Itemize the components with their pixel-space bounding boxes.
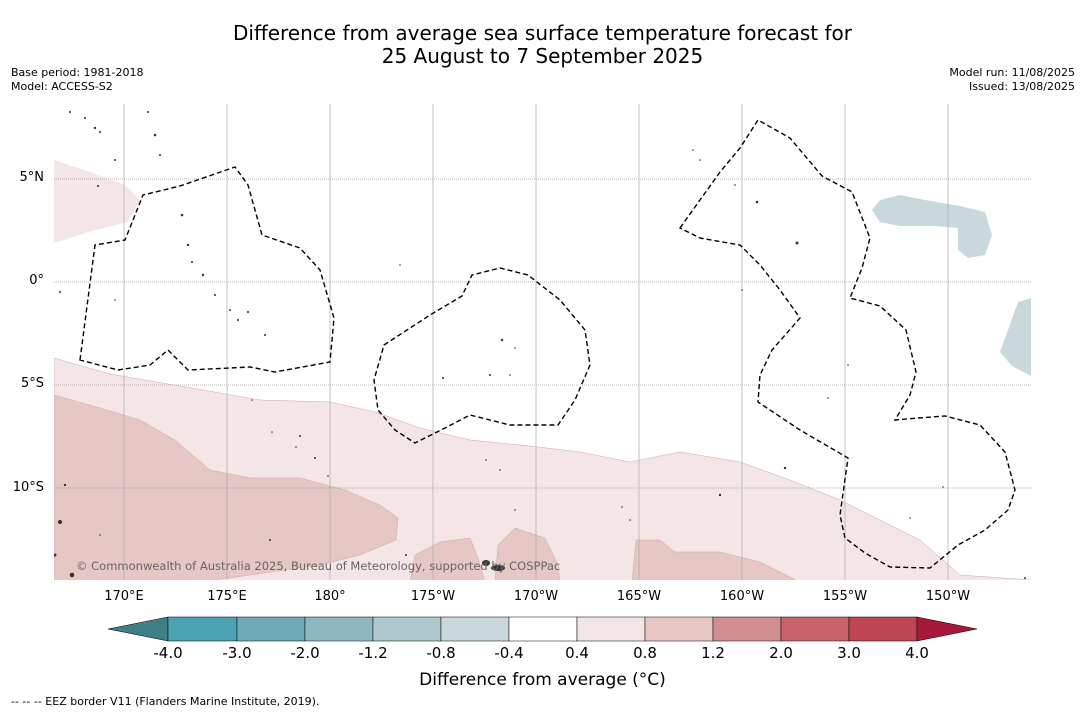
cool-anomaly-north-east: [872, 195, 992, 258]
islands: [54, 111, 1026, 579]
colorbar: [107, 616, 978, 642]
map-area: © Commonwealth of Australia 2025, Bureau…: [54, 104, 1031, 580]
lon-label-165w: 165°W: [616, 589, 662, 604]
base-period: Base period: 1981-2018: [11, 66, 144, 79]
lon-label-180: 180°: [314, 589, 346, 604]
issued-date: Issued: 13/08/2025: [968, 80, 1075, 93]
eez-kiribati-gilbert: [79, 166, 335, 373]
colorbar-bin-7: [576, 616, 646, 642]
colorbar-tick: 1.2: [701, 644, 725, 662]
colorbar-bin-11: [848, 616, 918, 642]
colorbar-high-extend: [916, 616, 978, 642]
title-line-1: Difference from average sea surface temp…: [232, 21, 852, 45]
colorbar-bin-9: [712, 616, 782, 642]
colorbar-bin-6: [508, 616, 578, 642]
eez-kiribati-phoenix: [373, 267, 591, 444]
meridians: [123, 104, 949, 580]
colorbar-tick: -2.0: [290, 644, 320, 662]
colorbar-tick: -3.0: [222, 644, 252, 662]
lon-label-160w: 160°W: [719, 589, 765, 604]
anomaly-region-south-east: [631, 539, 797, 580]
colorbar-bin-4: [372, 616, 442, 642]
anomaly-region-south-central-2: [494, 527, 561, 580]
copyright-notice: © Commonwealth of Australia 2025, Bureau…: [76, 559, 560, 573]
eez-legend: -- -- -- EEZ border V11 (Flanders Marine…: [11, 695, 320, 708]
lat-label-5n: 5°N: [19, 170, 45, 185]
colorbar-bin-5: [440, 616, 510, 642]
colorbar-tick: 0.4: [565, 644, 589, 662]
model-run: Model run: 11/08/2025: [949, 66, 1075, 79]
cool-anomaly-east-edge: [1000, 298, 1031, 376]
lon-label-150w: 150°W: [925, 589, 971, 604]
colorbar-tick: 3.0: [837, 644, 861, 662]
lon-label-175e: 175°E: [207, 589, 247, 604]
colorbar-tick: 0.8: [633, 644, 657, 662]
colorbar-bin-1: [167, 616, 238, 642]
eez-borders: [79, 119, 1016, 569]
colorbar-title: Difference from average (°C): [419, 670, 666, 690]
model-name: Model: ACCESS-S2: [11, 80, 113, 93]
lat-label-5s: 5°S: [20, 376, 44, 391]
lon-label-170e: 170°E: [104, 589, 144, 604]
lat-label-10s: 10°S: [12, 480, 44, 495]
colorbar-tick: 2.0: [769, 644, 793, 662]
colorbar-tick: 4.0: [905, 644, 929, 662]
colorbar-low-extend: [107, 616, 169, 642]
colorbar-tick: -4.0: [153, 644, 183, 662]
anomaly-region-north-west: [54, 160, 140, 243]
colorbar-bin-10: [780, 616, 850, 642]
gridlines: [54, 178, 1031, 489]
metadata-left: Base period: 1981-2018 Model: ACCESS-S2: [11, 66, 143, 94]
colorbar-bin-8: [644, 616, 714, 642]
lon-label-175w: 175°W: [410, 589, 456, 604]
colorbar-bin-2: [236, 616, 306, 642]
title-line-2: 25 August to 7 September 2025: [381, 44, 704, 68]
map-title: Difference from average sea surface temp…: [0, 22, 1085, 68]
metadata-right: Model run: 11/08/2025 Issued: 13/08/2025: [949, 66, 1075, 94]
lon-label-170w: 170°W: [513, 589, 559, 604]
eez-kiribati-line: [678, 119, 1016, 569]
colorbar-tick: -0.8: [426, 644, 456, 662]
colorbar-tick: -0.4: [494, 644, 524, 662]
anomaly-region-south-central: [410, 537, 485, 580]
colorbar-bin-3: [304, 616, 374, 642]
lon-label-155w: 155°W: [822, 589, 868, 604]
lat-label-0: 0°: [29, 273, 44, 288]
colorbar-tick: -1.2: [358, 644, 388, 662]
anomaly-region-south-west: [54, 394, 399, 580]
